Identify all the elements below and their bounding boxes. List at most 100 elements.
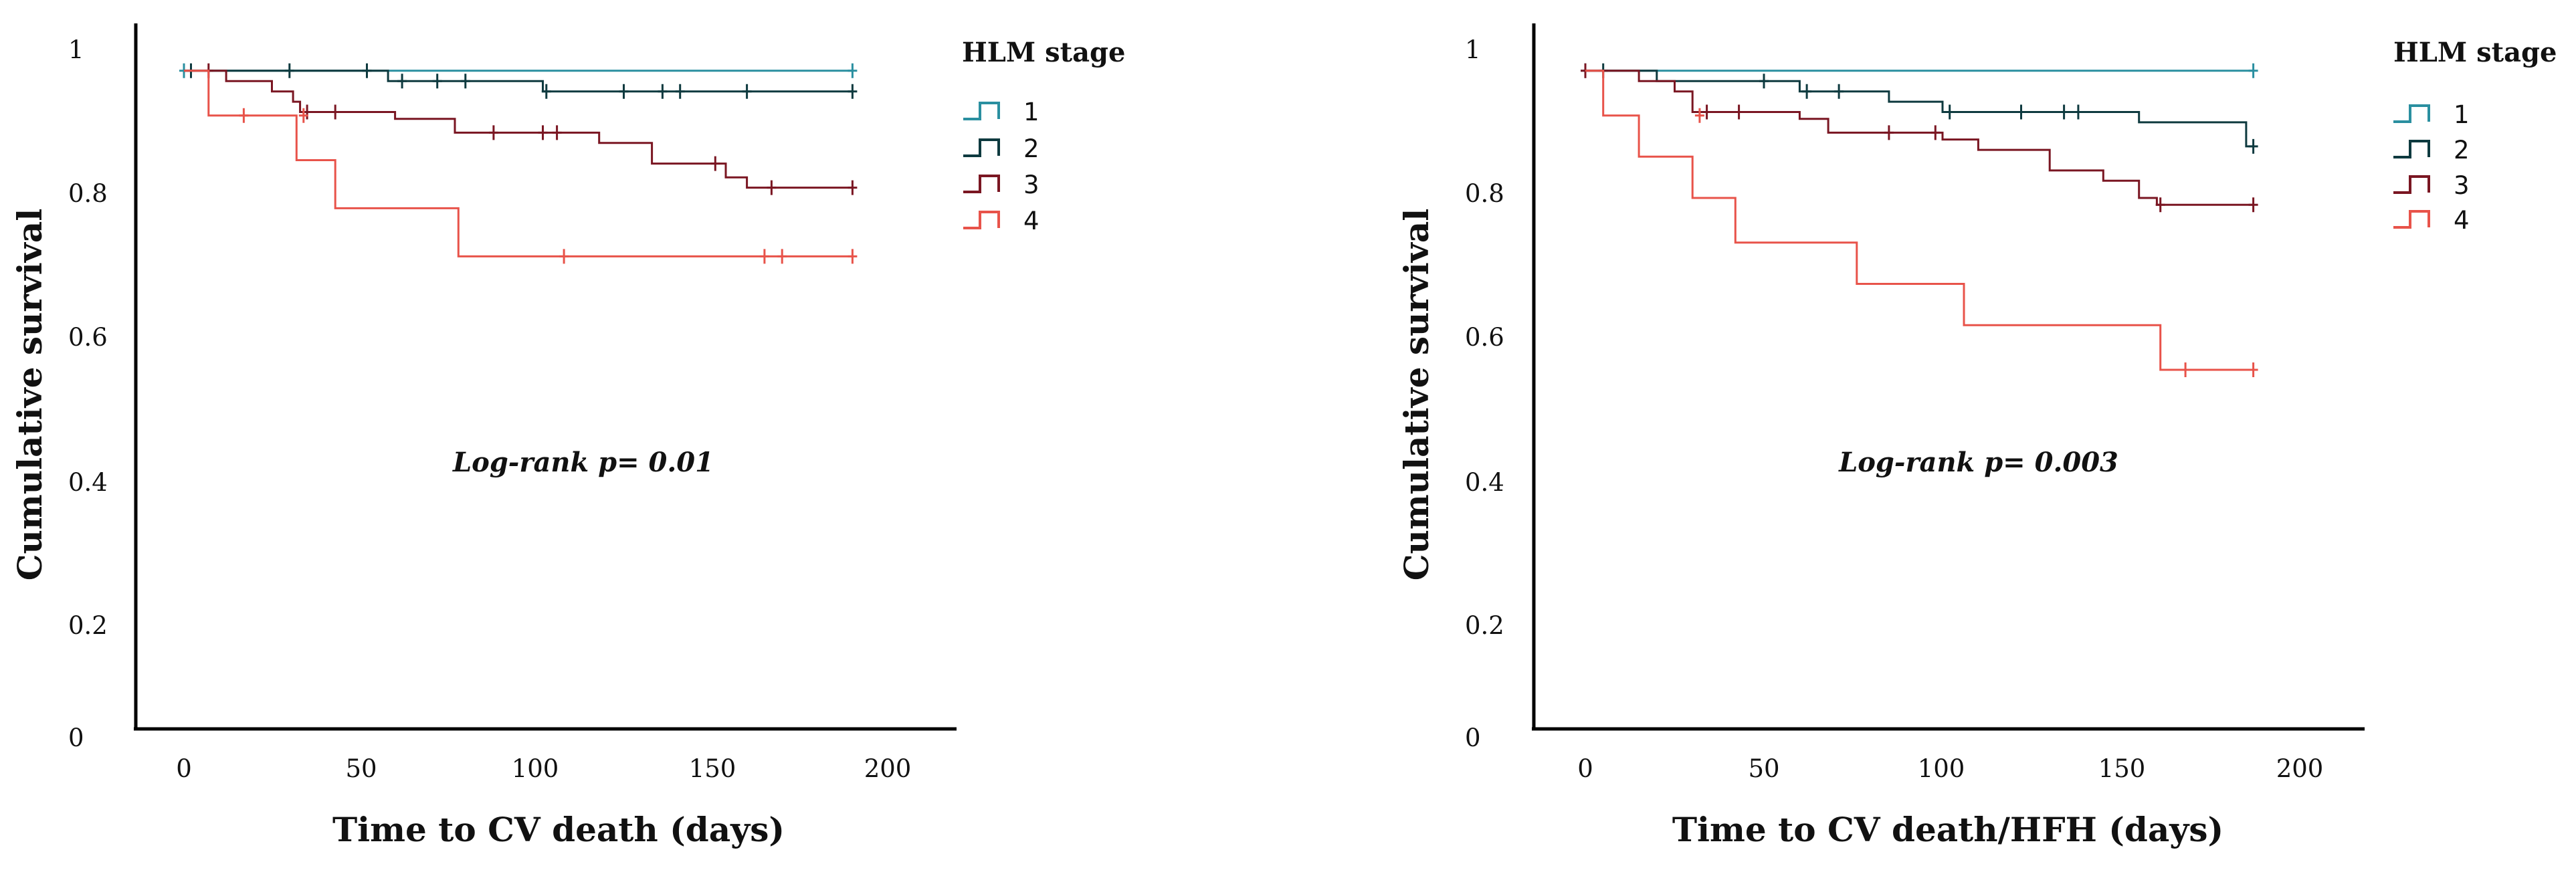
y-tick-label: 0.4: [1465, 468, 1504, 497]
censor-mark: [675, 84, 685, 99]
censor-mark: [848, 180, 858, 195]
y-axis-title: Cumulative survival: [10, 209, 49, 581]
x-tick-label: 0: [1577, 754, 1593, 783]
censor-mark: [2248, 138, 2258, 154]
y-tick-label: 0.2: [68, 611, 108, 640]
censor-mark: [298, 108, 308, 123]
censor-mark: [2155, 197, 2165, 213]
y-axis-title: Cumulative survival: [1397, 209, 1436, 581]
legend: HLM stage 1 2 3 4: [2393, 37, 2557, 235]
legend-item: 3: [2393, 171, 2470, 200]
censor-mark: [848, 63, 858, 78]
survival-curve-stage-2: [184, 70, 853, 93]
censor-mark: [2248, 362, 2258, 377]
y-tick-label: 0.6: [68, 323, 108, 352]
censor-mark: [330, 104, 340, 120]
legend-title: HLM stage: [2393, 37, 2557, 68]
x-tick-label: 50: [345, 754, 377, 783]
y-tick-label: 0: [1465, 724, 1481, 752]
censor-mark: [1834, 84, 1844, 99]
legend-swatch: [963, 102, 1000, 120]
censor-mark: [710, 156, 720, 171]
survival-curve-stage-3: [184, 70, 853, 189]
censor-mark: [559, 249, 569, 264]
censor-mark: [2016, 104, 2026, 120]
censor-mark: [1930, 125, 1941, 140]
censor-mark: [619, 84, 629, 99]
legend-swatch: [2393, 140, 2430, 158]
censor-mark: [2248, 63, 2258, 78]
censor-mark: [1694, 108, 1704, 123]
legend-label: 3: [2454, 171, 2470, 200]
censor-mark: [777, 249, 787, 264]
y-tick-label: 0.4: [68, 468, 108, 497]
censor-mark: [460, 74, 470, 89]
legend-label: 4: [2454, 206, 2470, 235]
x-tick-label: 150: [689, 754, 736, 783]
legend-item: 4: [2393, 206, 2470, 235]
censor-mark: [2181, 362, 2191, 377]
legend-label: 4: [1023, 207, 1039, 235]
censor-mark: [1802, 84, 1812, 99]
censor-mark: [541, 84, 551, 99]
censor-mark: [397, 74, 407, 89]
legend-title: HLM stage: [962, 37, 1125, 68]
legend-label: 2: [2454, 136, 2470, 165]
censor-mark: [432, 74, 442, 89]
censor-mark: [1702, 104, 1712, 120]
x-tick-label: 100: [512, 754, 559, 783]
plot-series-area: [179, 63, 858, 264]
legend-swatch: [2393, 104, 2430, 123]
x-tick-label: 50: [1748, 754, 1779, 783]
survival-curve-stage-3: [1585, 70, 2254, 206]
legend-swatch: [2393, 210, 2430, 229]
censor-mark: [488, 125, 498, 140]
y-tick-label: 0: [68, 724, 84, 752]
censor-mark: [284, 63, 294, 78]
legend-label: 1: [2454, 100, 2470, 129]
survival-curve-stage-4: [1585, 70, 2254, 371]
censor-mark: [1734, 104, 1744, 120]
censor-mark: [848, 84, 858, 99]
legend-item: 1: [963, 98, 1039, 126]
legend-item: 4: [963, 207, 1039, 235]
y-tick-label: 1: [68, 35, 84, 64]
legend-swatch: [2393, 175, 2430, 194]
legend-swatch: [963, 211, 1000, 229]
censor-mark: [1759, 74, 1769, 89]
censor-mark: [848, 249, 858, 264]
censor-mark: [552, 125, 562, 140]
chart-panel-cv-death-hfh: 1 0.8 0.6 0.4 0.2 0 0 50 100 150 200 Tim…: [1397, 23, 2557, 849]
legend-label: 3: [1023, 171, 1039, 199]
censor-mark: [2073, 104, 2083, 120]
censor-mark: [658, 84, 668, 99]
y-tick-label: 1: [1465, 35, 1481, 64]
x-tick-label: 150: [2098, 754, 2146, 783]
x-tick-label: 200: [864, 754, 912, 783]
x-tick-label: 0: [176, 754, 192, 783]
legend: HLM stage 1 2 3 4: [962, 37, 1125, 235]
censor-mark: [1945, 104, 1955, 120]
legend-label: 2: [1023, 134, 1039, 163]
censor-mark: [2059, 104, 2069, 120]
x-tick-label: 100: [1918, 754, 1965, 783]
censor-mark: [2248, 197, 2258, 213]
censor-mark: [239, 108, 249, 123]
legend-swatch: [963, 138, 1000, 157]
censor-mark: [759, 249, 769, 264]
log-rank-annotation: Log-rank p= 0.003: [1838, 447, 2118, 478]
survival-curve-stage-4: [184, 70, 853, 257]
y-tick-label: 0.8: [68, 179, 108, 208]
legend-item: 2: [2393, 136, 2470, 165]
x-axis-title: Time to CV death/HFH (days): [1672, 810, 2223, 849]
legend-item: 2: [963, 134, 1039, 163]
survival-curve-stage-2: [1585, 70, 2254, 148]
censor-mark: [742, 84, 752, 99]
legend-item: 3: [963, 171, 1039, 199]
censor-mark: [767, 180, 777, 195]
censor-mark: [538, 125, 548, 140]
legend-item: 1: [2393, 100, 2470, 129]
legend-label: 1: [1023, 98, 1039, 126]
x-tick-label: 200: [2276, 754, 2324, 783]
censor-mark: [1884, 125, 1894, 140]
